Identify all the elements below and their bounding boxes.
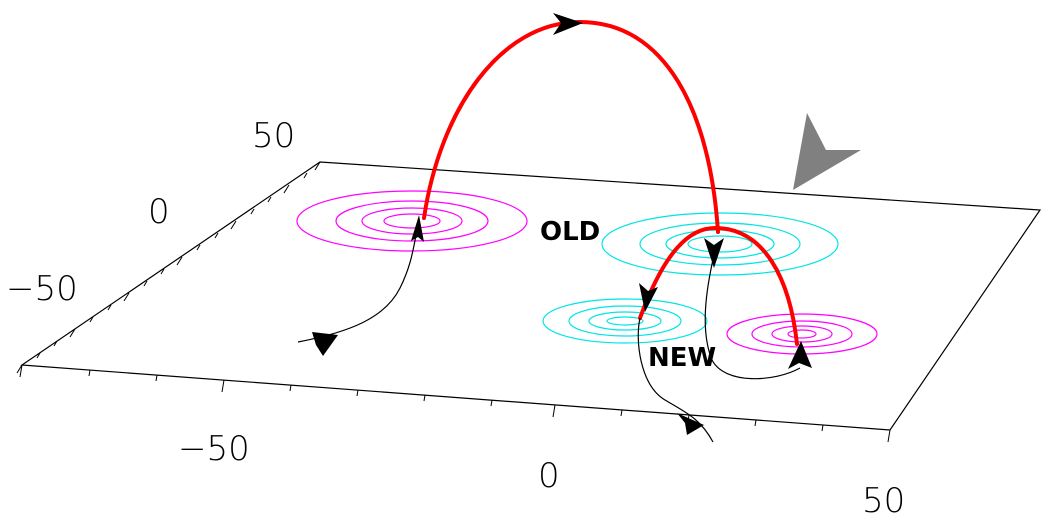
y-tick-label-top: 50: [252, 116, 295, 156]
left-axis-ticks: [16, 161, 321, 374]
x-tick-label-left: −50: [178, 429, 250, 469]
new-flow-line-left: [637, 317, 714, 443]
old-region-label: OLD: [540, 217, 600, 247]
x-tick-label-right: 50: [862, 481, 905, 515]
y-tick-label-middle: 0: [148, 192, 170, 232]
flow-arrow-icon: [677, 413, 704, 435]
ground-plane: [20, 161, 1042, 431]
y-tick-label-bottom: −50: [6, 269, 78, 309]
new-field-line-arch: [638, 225, 799, 346]
incoming-flow-line: [297, 225, 419, 343]
new-flow-line-right: [704, 254, 801, 380]
flow-arrow-icon: [788, 341, 812, 369]
x-tick-label-middle: 0: [538, 456, 560, 496]
new-cyan-contours: [542, 298, 708, 344]
field-direction-arrow-icon: [639, 283, 658, 312]
old-cyan-contours: [601, 212, 839, 276]
new-region-label: NEW: [648, 343, 716, 373]
viewpoint-arrowhead-icon: [793, 113, 861, 190]
flow-arrow-icon: [312, 332, 338, 356]
new-magenta-contours: [726, 313, 878, 355]
old-magenta-contours: [296, 190, 528, 252]
front-axis-ticks: [19, 364, 891, 443]
field-direction-arrow-icon: [553, 13, 583, 35]
flow-arrow-icon: [411, 215, 424, 242]
field-direction-arrow-icon: [704, 238, 724, 268]
old-field-line-arch: [422, 19, 720, 234]
